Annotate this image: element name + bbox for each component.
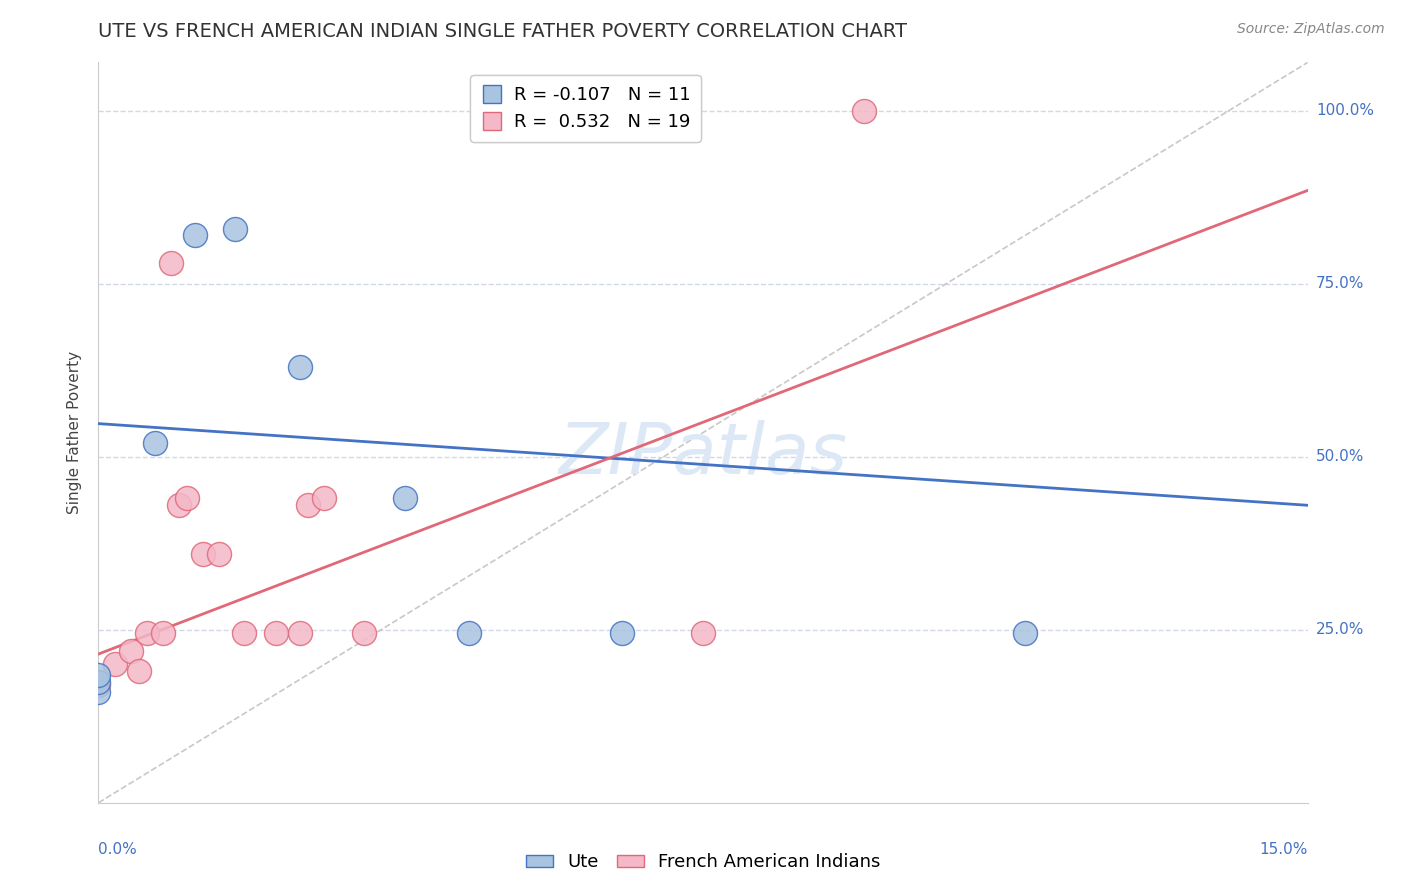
Point xyxy=(288,626,311,640)
Point xyxy=(87,678,110,692)
Point xyxy=(264,626,287,640)
Point xyxy=(167,498,190,512)
Point xyxy=(87,685,110,699)
Point xyxy=(458,626,481,640)
Text: 0.0%: 0.0% xyxy=(98,842,138,856)
Point xyxy=(103,657,125,672)
Point xyxy=(394,491,416,506)
Point xyxy=(176,491,198,506)
Text: 100.0%: 100.0% xyxy=(1316,103,1374,119)
Legend: R = -0.107   N = 11, R =  0.532   N = 19: R = -0.107 N = 11, R = 0.532 N = 19 xyxy=(470,75,702,142)
Point xyxy=(288,359,311,374)
Text: 25.0%: 25.0% xyxy=(1316,623,1364,637)
Point xyxy=(692,626,714,640)
Point xyxy=(160,256,183,270)
Text: 75.0%: 75.0% xyxy=(1316,277,1364,292)
Y-axis label: Single Father Poverty: Single Father Poverty xyxy=(66,351,82,514)
Text: 50.0%: 50.0% xyxy=(1316,450,1364,465)
Point xyxy=(232,626,254,640)
Point xyxy=(297,498,319,512)
Point xyxy=(612,626,634,640)
Text: Source: ZipAtlas.com: Source: ZipAtlas.com xyxy=(1237,22,1385,37)
Legend: Ute, French American Indians: Ute, French American Indians xyxy=(519,847,887,879)
Point xyxy=(353,626,375,640)
Point xyxy=(120,643,142,657)
Point xyxy=(208,547,231,561)
Text: UTE VS FRENCH AMERICAN INDIAN SINGLE FATHER POVERTY CORRELATION CHART: UTE VS FRENCH AMERICAN INDIAN SINGLE FAT… xyxy=(98,22,907,41)
Point xyxy=(314,491,336,506)
Point xyxy=(128,665,150,679)
Point xyxy=(143,436,166,450)
Text: ZIPatlas: ZIPatlas xyxy=(558,420,848,490)
Point xyxy=(87,667,110,681)
Point xyxy=(853,103,876,118)
Point xyxy=(1014,626,1036,640)
Point xyxy=(224,221,246,235)
Text: 15.0%: 15.0% xyxy=(1260,842,1308,856)
Point xyxy=(193,547,215,561)
Point xyxy=(184,228,207,243)
Point xyxy=(135,626,157,640)
Point xyxy=(152,626,174,640)
Point xyxy=(87,674,110,689)
